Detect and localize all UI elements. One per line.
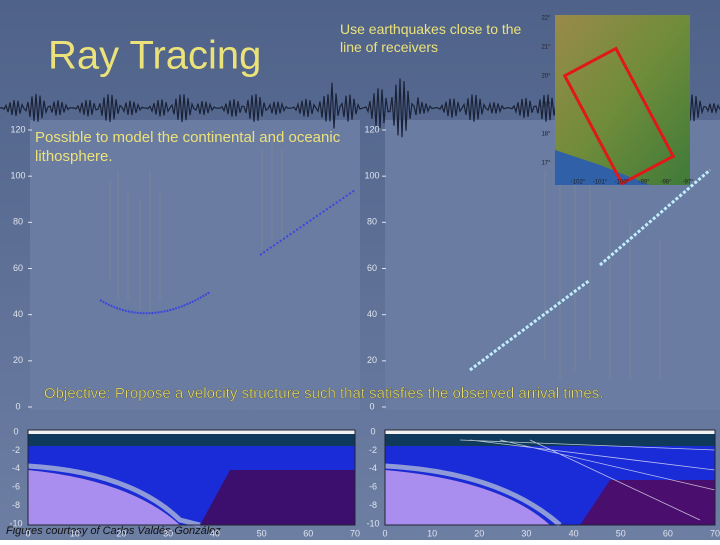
arrival-curve [469, 168, 711, 372]
objective: Objective: Propose a velocity structure … [44, 385, 603, 402]
y-tick-label: 120 [10, 124, 25, 134]
x-tick-label: 60 [303, 528, 313, 538]
y-tick-label: -4 [369, 463, 377, 473]
x-tick-label: 50 [616, 528, 626, 538]
y-tick-label: -8 [369, 500, 377, 510]
y-tick-label: 0 [13, 426, 18, 436]
x-tick-label: 20 [474, 528, 484, 538]
y-tick-label: 120 [364, 124, 379, 134]
map-lon-label: -100° [615, 180, 630, 186]
y-tick-label: 80 [13, 217, 23, 227]
y-tick-label: 40 [13, 309, 23, 319]
note-box: Possible to model the continental and oc… [35, 129, 341, 165]
y-tick-label: -10 [366, 518, 379, 528]
x-tick-label: 70 [350, 528, 360, 538]
map-lon-label: -102° [571, 180, 586, 186]
slide-title: Ray Tracing [48, 34, 261, 78]
upper-left-panel [30, 120, 360, 410]
y-tick-label: 20 [13, 355, 23, 365]
y-tick-label: -6 [12, 482, 20, 492]
x-tick-label: 60 [663, 528, 673, 538]
y-tick-label: -2 [369, 445, 377, 455]
x-tick-label: 70 [710, 528, 720, 538]
map-lat-label: 17° [541, 161, 551, 167]
x-tick-label: 40 [569, 528, 579, 538]
x-tick-label: 50 [257, 528, 267, 538]
map-lon-label: -97° [682, 180, 694, 186]
y-tick-label: 100 [10, 171, 25, 181]
note-box: Use earthquakes close to the line of rec… [340, 21, 522, 55]
x-tick-label: 0 [382, 528, 387, 538]
credit: Figures courtesy of Carlos Valdés-Gonzál… [6, 525, 221, 537]
y-tick-label: -2 [12, 445, 20, 455]
map-lat-label: 20° [541, 74, 551, 80]
arrival-curve [99, 291, 211, 315]
y-tick-label: 0 [369, 401, 374, 411]
lower-left-model [27, 429, 356, 528]
map-lat-label: 18° [541, 132, 551, 138]
map-lat-label: 21° [541, 45, 551, 51]
lower-right-model [384, 429, 716, 527]
map-inset [555, 15, 690, 186]
x-tick-label: 40 [210, 528, 220, 538]
x-tick-label: 30 [163, 528, 173, 538]
x-tick-label: 10 [70, 528, 80, 538]
map-lon-label: -98° [660, 180, 672, 186]
y-tick-label: 0 [15, 401, 20, 411]
x-tick-label: 20 [116, 528, 126, 538]
y-tick-label: 100 [364, 171, 379, 181]
map-lon-label: -99° [638, 180, 650, 186]
map-lat-label: 19° [541, 103, 551, 109]
map-lon-label: -101° [593, 180, 608, 186]
y-tick-label: 60 [13, 263, 23, 273]
x-tick-label: 0 [25, 528, 30, 538]
arrival-curve [259, 189, 356, 256]
note-model: Possible to model the continental and oc… [35, 129, 341, 165]
seismogram-traces [109, 140, 661, 380]
note-top: Use earthquakes close to the line of rec… [340, 21, 522, 55]
y-tick-label: -4 [12, 463, 20, 473]
x-tick-label: 10 [427, 528, 437, 538]
y-tick-label: -10 [9, 518, 22, 528]
y-tick-label: 40 [367, 309, 377, 319]
y-tick-label: -8 [12, 500, 20, 510]
x-tick-label: 30 [521, 528, 531, 538]
y-tick-label: 0 [370, 426, 375, 436]
map-lat-label: 22° [541, 16, 551, 22]
y-tick-label: 60 [367, 263, 377, 273]
y-tick-label: -6 [369, 482, 377, 492]
y-tick-label: 20 [367, 355, 377, 365]
y-tick-label: 80 [367, 217, 377, 227]
